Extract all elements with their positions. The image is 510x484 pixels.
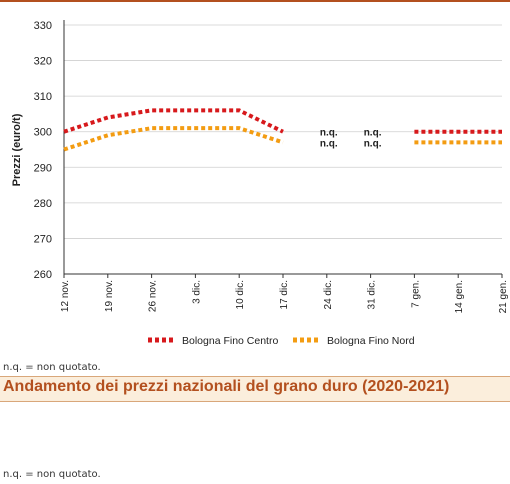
headline-title: Andamento dei prezzi nazionali del grano… [3, 378, 450, 395]
x-tick-label: 21 gen. [498, 280, 509, 313]
nq-annotation: n.q. [364, 128, 382, 139]
x-tick-label: 24 dic. [323, 280, 334, 309]
x-tick-label: 14 gen. [454, 280, 465, 313]
x-tick-label: 31 dic. [367, 280, 378, 309]
nq-annotation: n.q. [320, 128, 338, 139]
series-line-fino-centro [63, 108, 284, 134]
y-tick-label: 300 [34, 127, 52, 139]
nq-annotation: n.q. [320, 138, 338, 149]
top-rule [0, 0, 510, 2]
y-tick-label: 330 [34, 20, 52, 32]
legend-label: Bologna Fino Nord [327, 335, 415, 347]
headline-bar: Andamento dei prezzi nazionali del grano… [0, 376, 510, 402]
y-tick-label: 290 [34, 162, 52, 174]
series-line-fino-nord [63, 126, 284, 152]
note-bottom: n.q. = non quotato. [3, 469, 101, 480]
y-tick-label: 310 [34, 91, 52, 103]
y-axis-title: Prezzi (euro/t) [11, 113, 23, 186]
x-tick-label: 26 nov. [148, 280, 159, 312]
y-tick-label: 280 [34, 198, 52, 210]
x-tick-label: 3 dic. [191, 280, 202, 304]
x-tick-label: 12 nov. [60, 280, 71, 312]
price-chart: 260 270 280 290 300 310 320 330 12 nov. 19 nov. 26… [11, 20, 509, 347]
nq-annotation: n.q. [364, 138, 382, 149]
note-top: n.q. = non quotato. [3, 362, 101, 373]
x-tick-label: 10 dic. [235, 280, 246, 309]
y-tick-label: 270 [34, 233, 52, 245]
x-tick-label: 17 dic. [279, 280, 290, 309]
legend-label: Bologna Fino Centro [182, 335, 278, 347]
y-tick-label: 260 [34, 269, 52, 281]
y-tick-label: 320 [34, 56, 52, 68]
x-tick-label: 7 gen. [410, 280, 421, 308]
x-tick-label: 19 nov. [104, 280, 115, 312]
